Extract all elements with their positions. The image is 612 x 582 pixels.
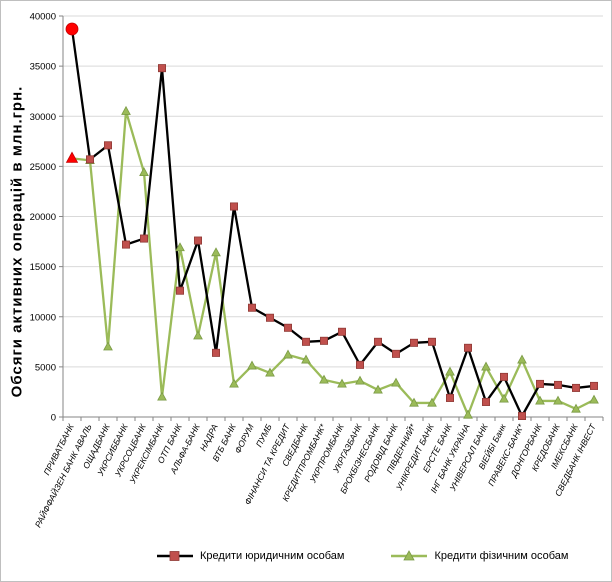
data-point-individuals [265, 367, 275, 377]
data-point-individuals [193, 330, 203, 340]
data-point-legal-entities [247, 303, 256, 312]
data-point-legal-entities [265, 313, 274, 322]
data-point-individuals [247, 360, 257, 370]
data-point-individuals [391, 377, 401, 387]
data-point-individuals [319, 374, 329, 384]
data-point-individuals [535, 395, 545, 405]
data-point-legal-entities [337, 327, 346, 336]
y-tick-label: 15000 [30, 262, 56, 273]
data-point-individuals [445, 366, 455, 376]
data-point-individuals [301, 354, 311, 364]
data-point-legal-entities [122, 240, 131, 249]
data-point-legal-entities [427, 337, 436, 346]
data-point-legal-entities [139, 234, 148, 243]
data-point-individuals [283, 349, 293, 359]
data-point-legal-entities [319, 336, 328, 345]
highlight-marker-triangle [65, 151, 79, 163]
data-point-individuals [373, 384, 383, 394]
data-point-individuals [103, 341, 113, 351]
data-point-individuals [121, 105, 131, 115]
data-point-legal-entities [536, 379, 545, 388]
data-point-individuals [157, 391, 167, 401]
data-point-individuals [409, 397, 419, 407]
data-point-legal-entities [193, 236, 202, 245]
y-tick-label: 20000 [30, 212, 56, 223]
data-point-legal-entities [445, 393, 454, 402]
data-point-legal-entities [175, 286, 184, 295]
y-tick-label: 30000 [30, 112, 56, 123]
data-point-legal-entities [283, 323, 292, 332]
series-line-individuals [71, 110, 595, 417]
y-axis-title: Обсяги активних операцій в млн.грн. [8, 85, 26, 397]
data-point-legal-entities [463, 343, 472, 352]
series-line-legal-entities [70, 28, 595, 418]
data-point-legal-entities [373, 337, 382, 346]
data-point-individuals [427, 397, 437, 407]
data-point-legal-entities [391, 349, 400, 358]
data-point-individuals [337, 378, 347, 388]
y-tick-label: 35000 [30, 62, 56, 73]
y-tick-label: 0 [51, 413, 56, 424]
data-point-individuals [175, 242, 185, 252]
legend: Кредити юридичним особам Кредити фізични… [156, 543, 576, 569]
legend-item-individuals: Кредити фізичним особам [390, 550, 568, 562]
legend-label-individuals: Кредити фізичним особам [434, 550, 569, 562]
y-tick-label: 5000 [35, 362, 56, 373]
y-tick-label: 40000 [30, 12, 56, 23]
legend-item-legal-entities: Кредити юридичним особам [156, 550, 344, 562]
data-point-legal-entities [554, 380, 563, 389]
data-point-legal-entities [301, 337, 310, 346]
data-point-legal-entities [499, 372, 508, 381]
y-axis-title-box: Обсяги активних операцій в млн.грн. [3, 85, 31, 397]
data-point-legal-entities [211, 348, 220, 357]
legend-swatch-legal-entities [157, 551, 193, 561]
data-point-individuals [139, 167, 149, 176]
data-point-individuals [553, 395, 563, 405]
data-point-legal-entities [481, 397, 490, 406]
y-tick-label: 10000 [30, 312, 56, 323]
highlight-marker-circle [65, 22, 79, 36]
data-point-legal-entities [104, 141, 113, 150]
y-tick-label: 25000 [30, 162, 56, 173]
data-point-legal-entities [86, 155, 95, 164]
legend-label-legal-entities: Кредити юридичним особам [200, 550, 345, 562]
data-point-individuals [481, 361, 491, 371]
data-point-legal-entities [157, 64, 166, 73]
data-point-individuals [589, 394, 599, 404]
data-point-legal-entities [572, 383, 581, 392]
data-point-individuals [463, 409, 473, 419]
data-point-legal-entities [229, 202, 238, 211]
data-point-individuals [355, 375, 365, 385]
data-point-individuals [499, 393, 509, 403]
data-point-legal-entities [355, 360, 364, 369]
data-point-individuals [229, 378, 239, 388]
data-point-legal-entities [590, 381, 599, 390]
data-point-legal-entities [409, 338, 418, 347]
data-point-individuals [211, 247, 221, 257]
data-point-legal-entities [518, 411, 527, 420]
legend-swatch-individuals [391, 550, 428, 561]
data-point-individuals [571, 403, 581, 413]
data-point-individuals [517, 354, 527, 364]
